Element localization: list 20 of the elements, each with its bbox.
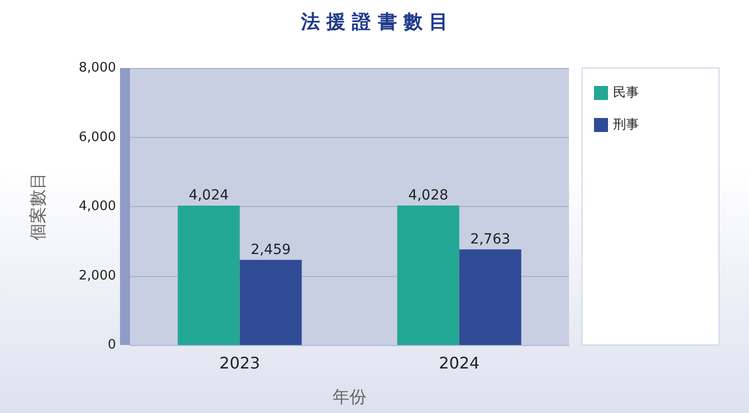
x-tick-label: 2024 xyxy=(438,354,480,372)
x-axis-title: 年份 xyxy=(332,388,366,408)
y-tick-label: 6,000 xyxy=(78,130,116,145)
chart-title: 法援證書數目 xyxy=(300,10,455,35)
x-tick-label: 2023 xyxy=(219,354,260,372)
legend-label: 民事 xyxy=(613,86,639,100)
y-tick-label: 8,000 xyxy=(78,60,116,76)
bar xyxy=(178,206,240,345)
bar xyxy=(240,260,302,345)
y-tick-label: 0 xyxy=(108,338,116,352)
y-tick-label: 2,000 xyxy=(78,268,116,284)
bar xyxy=(459,249,522,345)
data-label: 4,024 xyxy=(188,188,229,204)
y-tick-label: 4,000 xyxy=(78,199,116,214)
data-label: 2,763 xyxy=(470,231,510,248)
data-label: 2,459 xyxy=(250,242,291,258)
y-axis-title: 個案數目 xyxy=(28,172,48,240)
bar xyxy=(397,206,460,345)
data-label: 4,028 xyxy=(408,188,448,204)
legend-label: 刑事 xyxy=(613,118,639,132)
